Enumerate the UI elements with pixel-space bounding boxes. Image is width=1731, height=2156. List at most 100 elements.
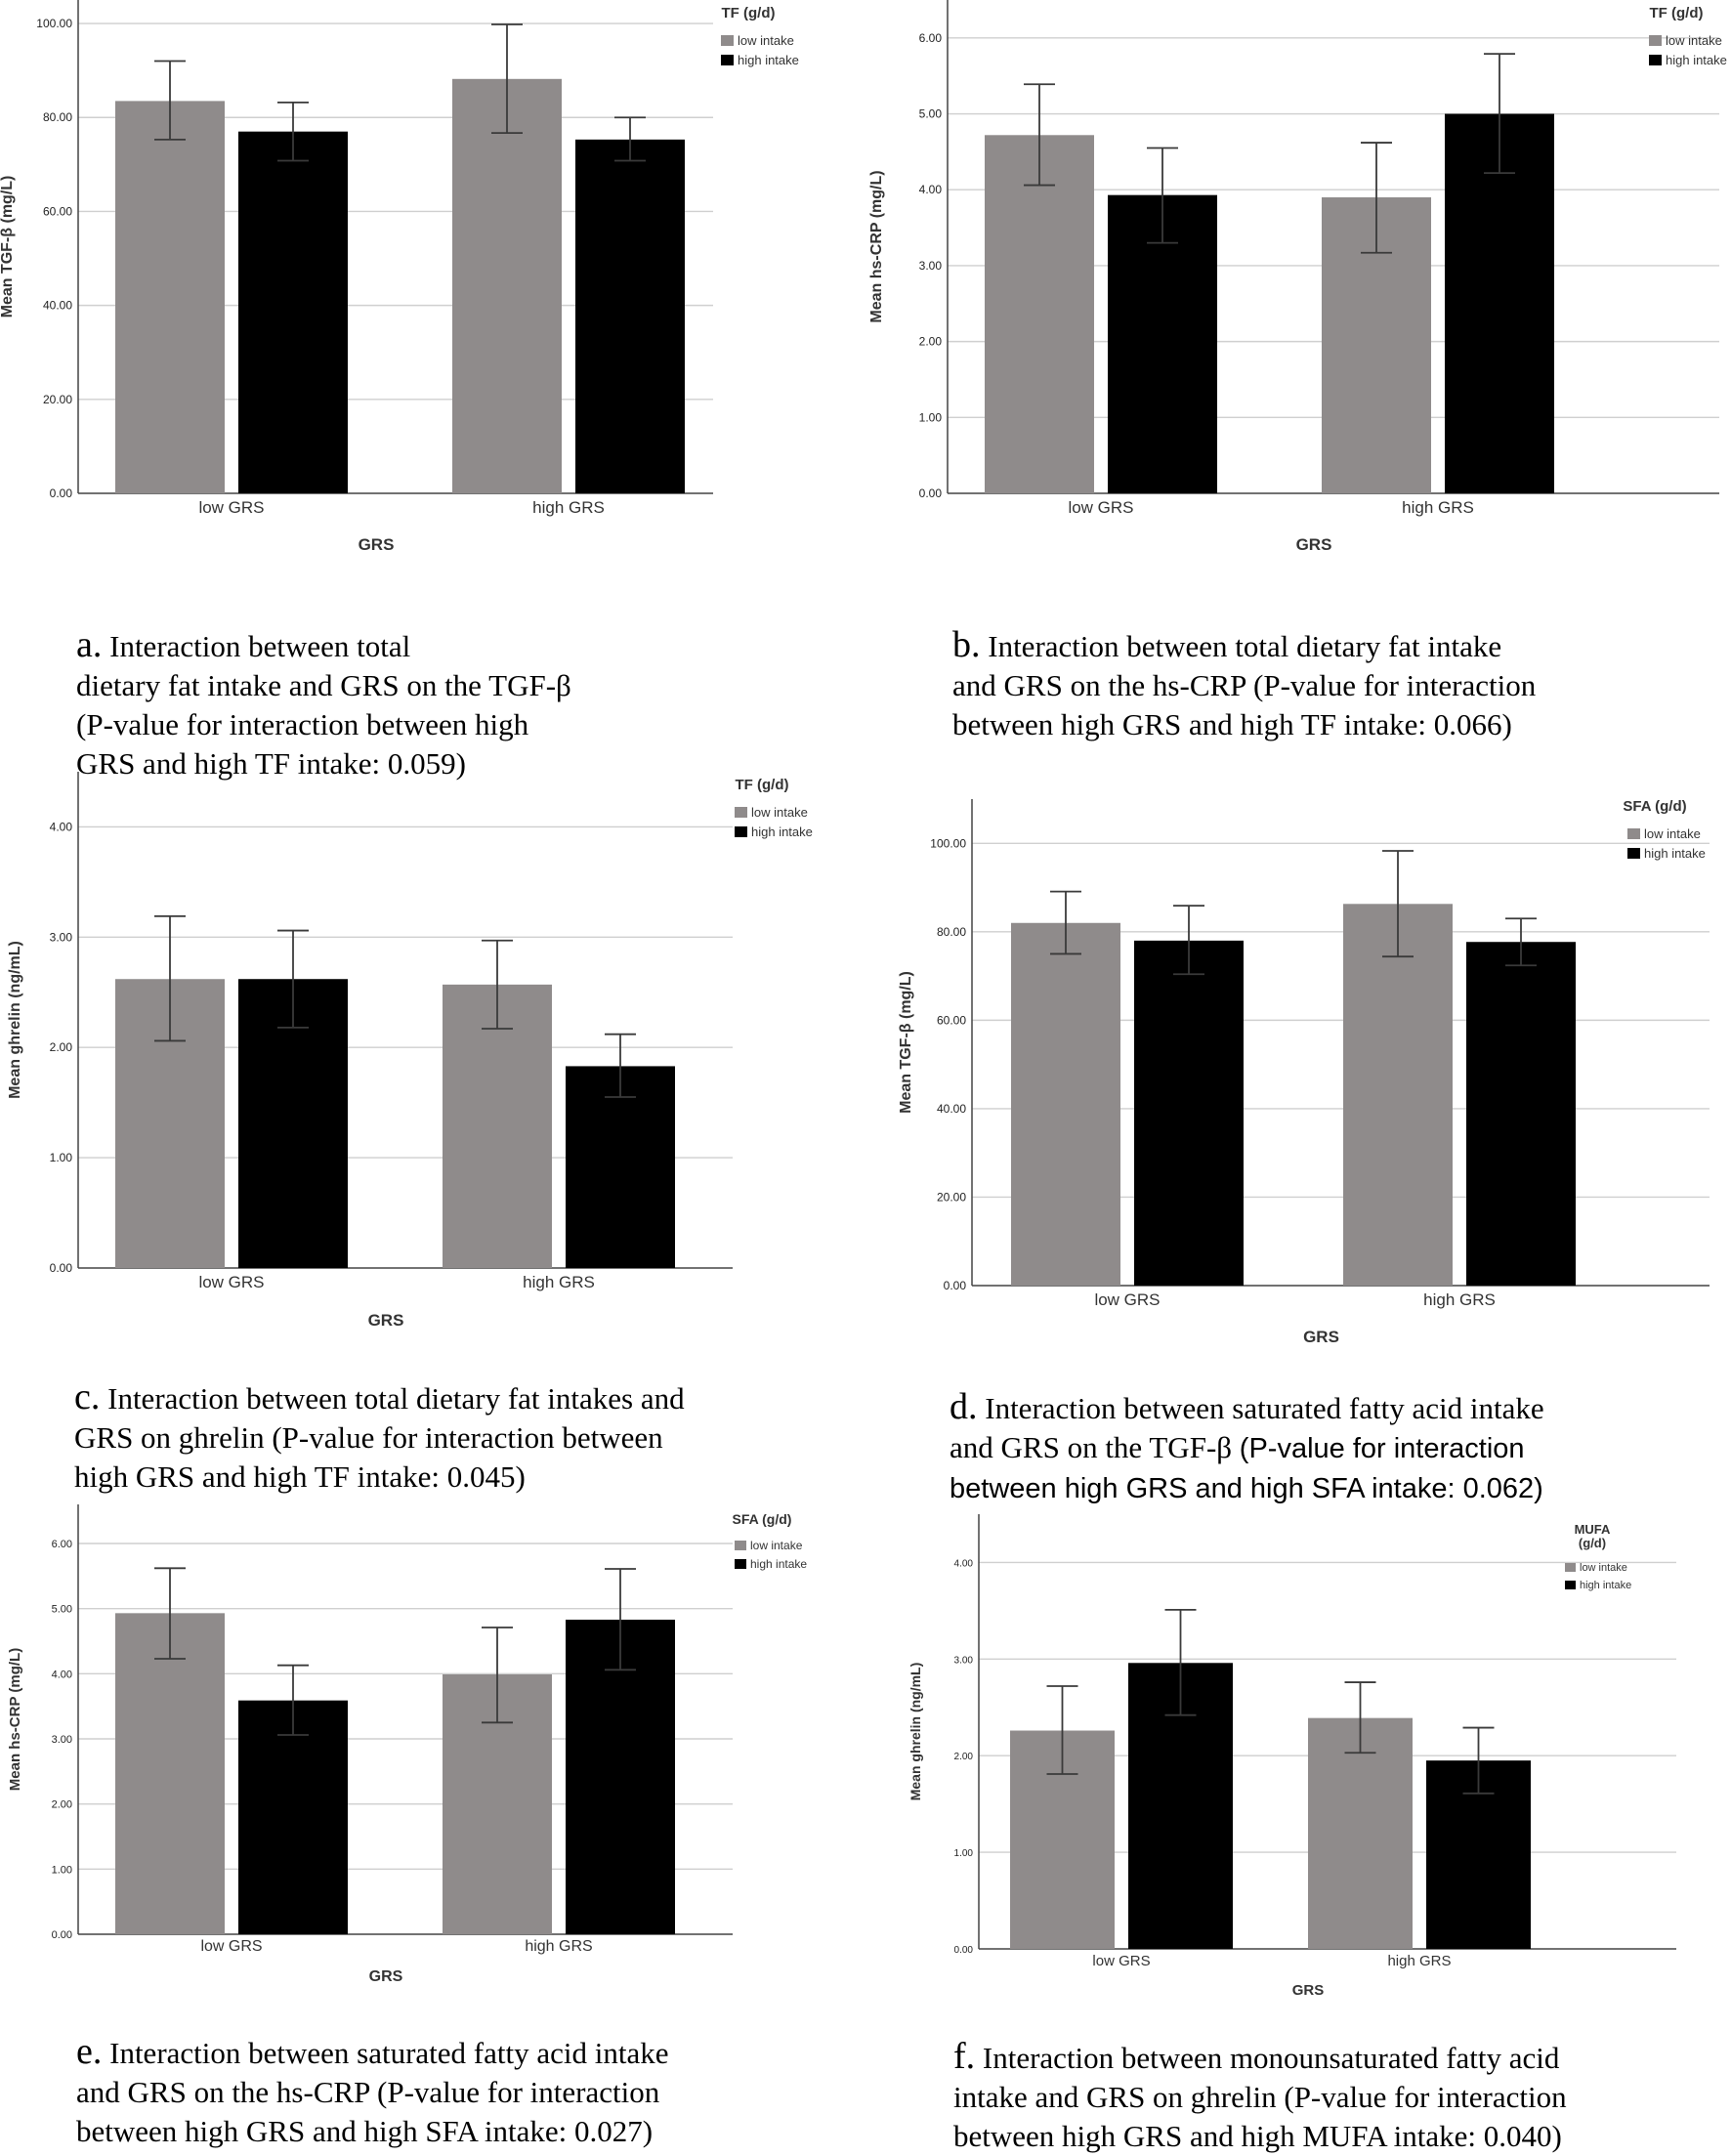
legend-swatch bbox=[735, 1541, 746, 1550]
y-tick-label: 0.00 bbox=[52, 1929, 72, 1941]
legend-swatch bbox=[735, 1559, 746, 1569]
y-tick-label: 4.00 bbox=[52, 1669, 72, 1680]
x-axis-label: GRS bbox=[368, 1311, 404, 1330]
chart-panel-a: 0.00 20.00 40.00 60.00 80.00 100.00 low GRS hig… bbox=[0, 0, 860, 567]
caption-f-line1: Interaction between monounsaturated fatt… bbox=[975, 2041, 1560, 2075]
legend-label: low intake bbox=[738, 33, 794, 48]
y-axis-label: Mean hs-CRP (mg/L) bbox=[868, 170, 885, 322]
y-axis-label: Mean TGF-β (mg/L) bbox=[0, 176, 16, 318]
caption-f-rest: intake and GRS on ghrelin (P-value for i… bbox=[953, 2080, 1567, 2153]
x-tick-label: low GRS bbox=[200, 1938, 262, 1955]
caption-e-line1: Interaction between saturated fatty acid… bbox=[102, 2036, 669, 2070]
bar-low-intake bbox=[443, 984, 552, 1268]
caption-c: c. Interaction between total dietary fat… bbox=[74, 1338, 817, 1497]
y-tick-label: 2.00 bbox=[52, 1799, 72, 1811]
bar-high-intake bbox=[238, 131, 348, 493]
y-tick-label: 80.00 bbox=[43, 110, 72, 124]
y-tick-label: 40.00 bbox=[937, 1102, 966, 1116]
chart-e: 0.00 1.00 2.00 3.00 4.00 5.00 6.00 low GRS high … bbox=[7, 1504, 807, 1985]
chart-panel-e: 0.00 1.00 2.00 3.00 4.00 5.00 6.00 low GRS high … bbox=[0, 1504, 860, 1993]
caption-b-rest: and GRS on the hs-CRP (P-value for inter… bbox=[952, 668, 1537, 741]
y-tick-label: 5.00 bbox=[919, 107, 943, 121]
legend-title: SFA (g/d) bbox=[733, 1511, 792, 1527]
caption-b: b. Interaction between total dietary fat… bbox=[952, 586, 1656, 744]
y-tick-label: 0.00 bbox=[944, 1279, 967, 1292]
y-tick-label: 3.00 bbox=[52, 1734, 72, 1746]
x-axis-label: GRS bbox=[359, 535, 395, 554]
y-tick-label: 4.00 bbox=[50, 820, 73, 833]
legend-label: high intake bbox=[751, 824, 813, 839]
chart-d: 0.00 20.00 40.00 60.00 80.00 100.00 low GRS hig… bbox=[898, 798, 1710, 1346]
legend-label: low intake bbox=[1644, 826, 1701, 841]
legend-title: TF (g/d) bbox=[1650, 5, 1704, 21]
caption-d-letter: d. bbox=[950, 1386, 978, 1427]
x-axis-label: GRS bbox=[1296, 535, 1332, 554]
legend-title: TF (g/d) bbox=[722, 5, 776, 21]
x-tick-label: low GRS bbox=[1094, 1290, 1160, 1309]
legend-swatch bbox=[1627, 848, 1640, 859]
chart-panel-c: 0.00 1.00 2.00 3.00 4.00 low GRS high GRS GRS Me… bbox=[0, 762, 860, 1338]
legend-label: high intake bbox=[750, 1557, 807, 1571]
legend-label: low intake bbox=[750, 1539, 803, 1552]
y-tick-label: 4.00 bbox=[919, 183, 943, 196]
legend-swatch bbox=[1649, 35, 1662, 46]
caption-a-letter: a. bbox=[76, 624, 103, 665]
bar-low-intake bbox=[985, 135, 1094, 494]
y-tick-label: 6.00 bbox=[52, 1539, 72, 1550]
legend-title: TF (g/d) bbox=[736, 777, 789, 793]
y-tick-label: 0.00 bbox=[954, 1945, 974, 1956]
legend-label: low intake bbox=[1580, 1562, 1627, 1574]
caption-f: f. Interaction between monounsaturated f… bbox=[953, 1998, 1706, 2156]
x-tick-label: high GRS bbox=[1402, 498, 1474, 517]
legend-swatch bbox=[721, 55, 734, 65]
y-tick-label: 1.00 bbox=[954, 1848, 974, 1859]
y-axis-label: Mean TGF-β (mg/L) bbox=[898, 971, 914, 1114]
legend-swatch bbox=[1627, 828, 1640, 839]
legend-title: MUFA bbox=[1575, 1522, 1611, 1537]
y-tick-label: 1.00 bbox=[50, 1151, 73, 1164]
caption-e-rest: and GRS on the hs-CRP (P-value for inter… bbox=[76, 2075, 660, 2148]
y-tick-label: 2.00 bbox=[919, 335, 943, 349]
y-tick-label: 80.00 bbox=[937, 925, 966, 939]
caption-a: a. Interaction between total dietary fat … bbox=[76, 586, 701, 783]
chart-f: 0.00 1.00 2.00 3.00 4.00 low GRS high GRS GRS Me… bbox=[908, 1514, 1676, 1999]
y-tick-label: 20.00 bbox=[937, 1190, 966, 1204]
y-tick-label: 1.00 bbox=[52, 1864, 72, 1876]
bar-high-intake bbox=[575, 139, 685, 494]
caption-b-letter: b. bbox=[952, 624, 981, 665]
x-axis-label: GRS bbox=[1292, 1982, 1325, 1999]
caption-c-line1: Interaction between total dietary fat in… bbox=[100, 1381, 685, 1416]
bar-high-intake bbox=[1134, 940, 1244, 1286]
legend-swatch bbox=[721, 35, 734, 46]
caption-d-line2b: (P-value for interaction bbox=[1239, 1433, 1525, 1464]
x-tick-label: low GRS bbox=[198, 498, 264, 517]
y-tick-label: 2.00 bbox=[954, 1752, 974, 1762]
x-tick-label: low GRS bbox=[198, 1273, 264, 1291]
caption-d-line1: Interaction between saturated fatty acid… bbox=[977, 1391, 1544, 1425]
caption-d-line2: and GRS on the TGF-β bbox=[950, 1430, 1240, 1464]
x-axis-label: GRS bbox=[369, 1968, 403, 1985]
bar-low-intake bbox=[115, 1613, 225, 1934]
y-axis-label: Mean hs-CRP (mg/L) bbox=[7, 1648, 23, 1791]
y-tick-label: 0.00 bbox=[919, 486, 943, 500]
y-tick-label: 3.00 bbox=[919, 259, 943, 273]
y-tick-label: 60.00 bbox=[937, 1013, 966, 1027]
bar-low-intake bbox=[1308, 1717, 1413, 1949]
x-tick-label: low GRS bbox=[1068, 498, 1133, 517]
legend-title: (g/d) bbox=[1579, 1536, 1606, 1550]
y-tick-label: 60.00 bbox=[43, 204, 72, 218]
y-tick-label: 6.00 bbox=[919, 31, 943, 45]
y-tick-label: 4.00 bbox=[954, 1558, 974, 1569]
y-tick-label: 5.00 bbox=[52, 1604, 72, 1616]
y-tick-label: 3.00 bbox=[954, 1655, 974, 1666]
legend-swatch bbox=[1565, 1581, 1576, 1589]
caption-e-letter: e. bbox=[76, 2031, 103, 2072]
y-tick-label: 0.00 bbox=[50, 1261, 73, 1275]
caption-c-letter: c. bbox=[74, 1376, 101, 1417]
y-tick-label: 2.00 bbox=[50, 1040, 73, 1054]
y-tick-label: 20.00 bbox=[43, 393, 72, 406]
bar-low-intake bbox=[1343, 904, 1453, 1286]
bar-high-intake bbox=[1445, 113, 1554, 494]
x-tick-label: high GRS bbox=[532, 498, 605, 517]
chart-a: 0.00 20.00 40.00 60.00 80.00 100.00 low GRS hig… bbox=[0, 0, 799, 554]
